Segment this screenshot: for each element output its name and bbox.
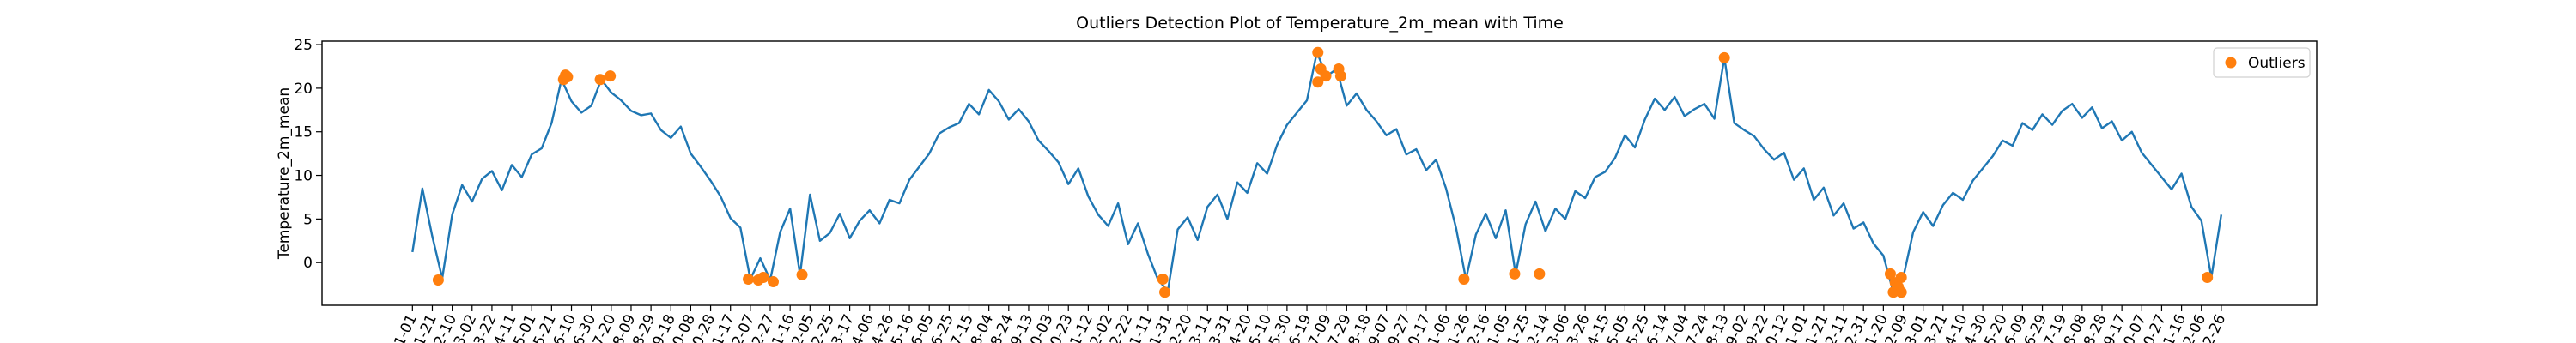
outlier-point bbox=[1509, 268, 1521, 280]
outlier-point bbox=[2202, 271, 2214, 283]
outlier-point bbox=[1534, 268, 1546, 280]
plot-frame bbox=[321, 40, 2318, 306]
outlier-point bbox=[1458, 274, 1470, 286]
legend-box bbox=[2213, 47, 2311, 78]
outlier-point bbox=[1334, 70, 1346, 82]
legend-marker bbox=[2225, 57, 2237, 69]
y-tick-label: 5 bbox=[303, 211, 313, 228]
outlier-point bbox=[432, 274, 444, 286]
outlier-point bbox=[767, 276, 779, 288]
outlier-point bbox=[757, 271, 769, 283]
outlier-point bbox=[1159, 286, 1171, 298]
y-tick-label: 15 bbox=[294, 124, 313, 141]
outlier-point bbox=[1895, 286, 1907, 298]
outlier-point bbox=[796, 268, 808, 280]
outlier-point bbox=[605, 70, 617, 82]
y-tick-label: 25 bbox=[294, 37, 313, 54]
outlier-point bbox=[594, 74, 606, 86]
outlier-point bbox=[1718, 51, 1730, 63]
y-tick-label: 10 bbox=[294, 168, 313, 185]
y-tick-label: 0 bbox=[303, 255, 313, 272]
outlier-point bbox=[1157, 274, 1169, 286]
outlier-point bbox=[562, 71, 574, 83]
legend-label: Outliers bbox=[2248, 55, 2306, 72]
outlier-point bbox=[1895, 271, 1907, 283]
outlier-point bbox=[1320, 70, 1332, 82]
y-tick-label: 20 bbox=[294, 81, 313, 98]
chart-title: Outliers Detection Plot of Temperature_2… bbox=[1076, 14, 1564, 33]
outlier-point bbox=[1312, 76, 1324, 88]
outlier-point bbox=[743, 274, 755, 286]
outlier-point bbox=[1884, 268, 1896, 280]
y-axis-label: Temperature_2m_mean bbox=[276, 87, 293, 260]
outlier-point bbox=[1312, 46, 1324, 58]
